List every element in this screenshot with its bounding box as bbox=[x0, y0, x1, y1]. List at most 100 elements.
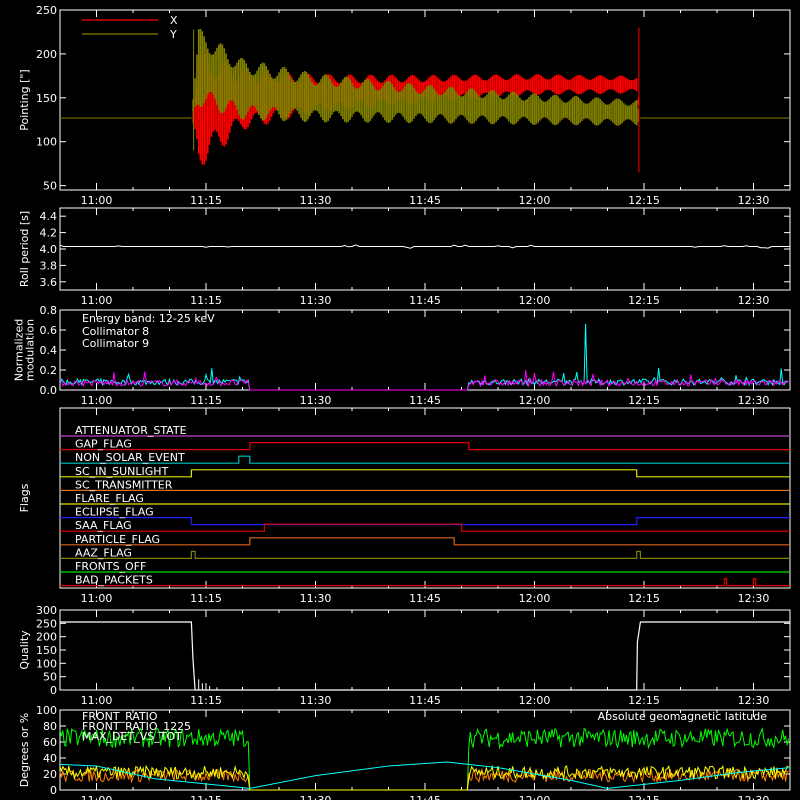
flags-xtick-label: 11:45 bbox=[409, 592, 441, 605]
flag-label-PARTICLE_FLAG: PARTICLE_FLAG bbox=[75, 533, 160, 546]
rates-series-FRONT_RATIO bbox=[59, 764, 789, 791]
modulation-legend-Collimator-8: Collimator 8 bbox=[82, 325, 149, 338]
flag-line-GAP_FLAG bbox=[60, 442, 790, 451]
flag-label-FRONTS_OFF: FRONTS_OFF bbox=[75, 560, 146, 573]
roll-xtick-label: 11:15 bbox=[190, 294, 222, 307]
rates-series-MAX_DET_VS_TOT bbox=[59, 767, 789, 791]
flag-label-SAA_FLAG: SAA_FLAG bbox=[75, 519, 132, 532]
roll-ytick-label: 3.6 bbox=[40, 276, 58, 289]
roll-xtick-label: 11:45 bbox=[409, 294, 441, 307]
quality-xtick-label: 12:15 bbox=[628, 694, 660, 707]
rates-legend-FRONT_RATIO_1225: FRONT_RATIO_1225 bbox=[82, 720, 191, 733]
modulation-ytick-label: 0.2 bbox=[40, 364, 58, 377]
roll-period-line bbox=[59, 244, 790, 249]
flags-ylabel: Flags bbox=[18, 483, 31, 512]
quality-ytick-label: 200 bbox=[36, 631, 57, 644]
roll-xtick-label: 12:15 bbox=[628, 294, 660, 307]
rates-xtick-label: 11:45 bbox=[409, 794, 441, 800]
flag-label-FLARE_FLAG: FLARE_FLAG bbox=[75, 492, 144, 505]
flags-xtick-label: 11:00 bbox=[81, 592, 113, 605]
modulation-ytick-label: 0.8 bbox=[40, 304, 58, 317]
flag-label-BAD_PACKETS: BAD_PACKETS bbox=[75, 574, 153, 587]
flag-line-BAD_PACKETS bbox=[60, 578, 790, 587]
flag-label-NON_SOLAR_EVENT: NON_SOLAR_EVENT bbox=[75, 451, 185, 464]
flag-label-ATTENUATOR_STATE: ATTENUATOR_STATE bbox=[75, 424, 187, 437]
quality-xtick-label: 12:00 bbox=[519, 694, 551, 707]
flag-line-NON_SOLAR_EVENT bbox=[60, 455, 790, 464]
roll-xtick-label: 12:30 bbox=[738, 294, 770, 307]
flag-line-AAZ_FLAG bbox=[60, 550, 790, 559]
pointing-xtick-label: 11:00 bbox=[81, 194, 113, 207]
rates-legend-FRONT_RATIO: FRONT_RATIO bbox=[82, 710, 158, 723]
rates-ytick-label: 0 bbox=[50, 784, 57, 797]
flag-line-PARTICLE_FLAG bbox=[60, 537, 790, 546]
roll-ylabel: Roll period [s] bbox=[18, 211, 31, 287]
rates-ytick-label: 80 bbox=[43, 720, 57, 733]
rates-legend-geomagnetic-latitude: Absolute geomagnetic latitude bbox=[598, 710, 768, 723]
pointing-ytick-label: 200 bbox=[36, 48, 57, 61]
quality-ytick-label: 0 bbox=[50, 684, 57, 697]
quality-ylabel: Quality bbox=[18, 630, 31, 670]
modulation-series-Collimator-9 bbox=[59, 370, 789, 391]
roll-frame bbox=[59, 207, 791, 291]
flags-xtick-label: 11:15 bbox=[190, 592, 222, 605]
modulation-annotation: Energy band: 12-25 keV bbox=[82, 312, 215, 325]
pointing-xtick-label: 12:30 bbox=[738, 194, 770, 207]
flag-line-ECLIPSE_FLAG bbox=[60, 517, 790, 526]
rates-xtick-label: 11:30 bbox=[300, 794, 332, 800]
rates-xtick-label: 12:15 bbox=[628, 794, 660, 800]
pointing-ytick-label: 50 bbox=[43, 180, 57, 193]
flags-xtick-label: 12:30 bbox=[738, 592, 770, 605]
pointing-ytick-label: 250 bbox=[36, 4, 57, 17]
flag-label-GAP_FLAG: GAP_FLAG bbox=[75, 438, 132, 451]
quality-xtick-label: 11:45 bbox=[409, 694, 441, 707]
modulation-xtick-label: 11:00 bbox=[81, 394, 113, 407]
roll-ytick-label: 3.8 bbox=[40, 259, 58, 272]
modulation-xtick-label: 12:15 bbox=[628, 394, 660, 407]
modulation-xtick-label: 12:30 bbox=[738, 394, 770, 407]
pointing-ytick-label: 150 bbox=[36, 92, 57, 105]
quality-line bbox=[60, 621, 790, 691]
modulation-ytick-label: 0.6 bbox=[40, 324, 58, 337]
modulation-legend-Collimator-9: Collimator 9 bbox=[82, 337, 149, 350]
flag-label-SC_TRANSMITTER: SC_TRANSMITTER bbox=[75, 478, 173, 491]
quality-xtick-label: 11:15 bbox=[190, 694, 222, 707]
legend-label-Y: Y bbox=[169, 28, 177, 41]
flags-xtick-label: 11:30 bbox=[300, 592, 332, 605]
modulation-ylabel-text: Normalized bbox=[13, 319, 26, 381]
quality-ytick-label: 150 bbox=[36, 644, 57, 657]
quality-ytick-label: 300 bbox=[36, 604, 57, 617]
roll-xtick-label: 12:00 bbox=[519, 294, 551, 307]
modulation-xtick-label: 11:45 bbox=[409, 394, 441, 407]
rates-ytick-label: 20 bbox=[43, 768, 57, 781]
quality-xtick-label: 11:00 bbox=[81, 694, 113, 707]
rates-ytick-label: 40 bbox=[43, 752, 57, 765]
pointing-xtick-label: 12:00 bbox=[519, 194, 551, 207]
roll-ylabel-text: Roll period [s] bbox=[18, 211, 31, 287]
modulation-ytick-label: 0.0 bbox=[40, 384, 58, 397]
flags-xtick-label: 12:15 bbox=[628, 592, 660, 605]
flag-label-AAZ_FLAG: AAZ_FLAG bbox=[75, 546, 132, 559]
flags-ylabel-text: Flags bbox=[18, 483, 31, 512]
quality-ytick-label: 250 bbox=[36, 617, 57, 630]
rates-ytick-label: 60 bbox=[43, 736, 57, 749]
modulation-xtick-label: 12:00 bbox=[519, 394, 551, 407]
rates-xtick-label: 11:00 bbox=[81, 794, 113, 800]
pointing-xtick-label: 12:15 bbox=[628, 194, 660, 207]
roll-ytick-label: 4.4 bbox=[40, 210, 58, 223]
pointing-ylabel-text: Pointing ["] bbox=[18, 69, 31, 130]
modulation-xtick-label: 11:15 bbox=[190, 394, 222, 407]
rates-series-geomagnetic-latitude bbox=[59, 761, 791, 789]
rates-ytick-label: 100 bbox=[36, 704, 57, 717]
quality-ylabel-text: Quality bbox=[18, 630, 31, 670]
modulation-ylabel-text: modulation bbox=[24, 319, 37, 381]
rates-xtick-label: 12:30 bbox=[738, 794, 770, 800]
rates-ylabel: Degrees or % bbox=[18, 713, 31, 787]
roll-ytick-label: 4.0 bbox=[40, 243, 58, 256]
flag-line-SAA_FLAG bbox=[60, 523, 790, 532]
quality-ytick-label: 100 bbox=[36, 657, 57, 670]
rates-ylabel-text: Degrees or % bbox=[18, 713, 31, 787]
modulation-ytick-label: 0.4 bbox=[40, 344, 58, 357]
